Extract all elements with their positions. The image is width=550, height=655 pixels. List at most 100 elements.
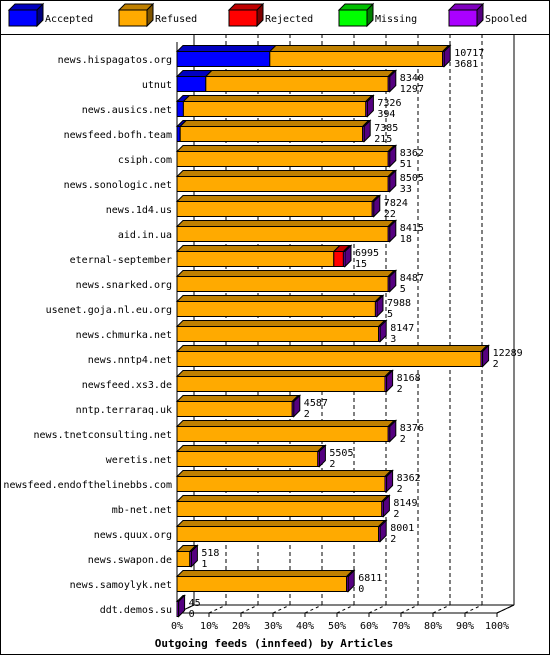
bar-side: [482, 344, 490, 368]
offered-value-label: 6995: [355, 248, 379, 259]
bar-segment-top: [175, 45, 278, 52]
bar-segment-top: [175, 170, 396, 177]
category-label: ddt.demos.su: [100, 605, 172, 616]
offered-value-label: 8149: [393, 498, 417, 509]
accepted-value-label: 18: [400, 234, 412, 245]
legend-swatch: [8, 9, 38, 27]
floor-tick-line: [336, 604, 355, 614]
bar-segment-top: [175, 495, 390, 502]
legend-label: Rejected: [265, 14, 313, 25]
x-tick-label: 80%: [424, 621, 442, 632]
bar-side: [379, 519, 387, 543]
bar-segment: [176, 76, 207, 92]
bar-side: [389, 219, 397, 243]
bar-segment: [176, 251, 335, 267]
bar-side: [318, 444, 326, 468]
accepted-value-label: 0: [189, 609, 195, 620]
offered-value-label: 7988: [387, 298, 411, 309]
bar-segment: [176, 501, 383, 517]
x-tick-label: 60%: [360, 621, 378, 632]
bar-side: [389, 144, 397, 168]
offered-value-label: 6811: [358, 573, 382, 584]
bar-side: [389, 69, 397, 93]
offered-value-label: 7824: [384, 198, 408, 209]
bar-side: [293, 394, 301, 418]
x-axis-title: Outgoing feeds (innfeed) by Articles: [155, 637, 393, 650]
legend-label: Spooled: [485, 14, 527, 25]
accepted-value-label: 22: [384, 209, 396, 220]
bar-segment-top: [204, 70, 396, 77]
accepted-value-label: 33: [400, 184, 412, 195]
legend-label: Missing: [375, 14, 417, 25]
bar-segment: [176, 476, 386, 492]
x-tick-label: 70%: [392, 621, 410, 632]
bar-segment: [205, 76, 389, 92]
bar-side: [190, 544, 198, 568]
category-label: news.nntp4.net: [88, 355, 172, 366]
bar-side: [443, 44, 451, 68]
legend-swatch: [228, 9, 258, 27]
accepted-value-label: 2: [397, 484, 403, 495]
accepted-value-label: 3: [390, 334, 396, 345]
offered-value-label: 8147: [390, 323, 414, 334]
x-tick-label: 90%: [456, 621, 474, 632]
x-tick-label: 10%: [200, 621, 218, 632]
bar-segment: [179, 126, 364, 142]
offered-value-label: 8415: [400, 223, 424, 234]
bar-segment: [176, 351, 482, 367]
floor-tick-line: [304, 604, 323, 614]
offered-value-label: 8362: [400, 148, 424, 159]
x-tick-label: 30%: [264, 621, 282, 632]
accepted-value-label: 51: [400, 159, 412, 170]
offered-value-label: 4587: [304, 398, 328, 409]
bar-segment: [176, 276, 389, 292]
floor-tick-line: [272, 604, 291, 614]
bar-side: [347, 569, 355, 593]
bar-side: [344, 244, 352, 268]
offered-value-label: 8376: [400, 423, 424, 434]
x-tick-label: 0%: [171, 621, 183, 632]
chart-bars: [175, 44, 490, 618]
category-label: csiph.com: [118, 155, 172, 166]
bar-side: [366, 94, 374, 118]
bar-segment-top: [268, 45, 450, 52]
bar-segment: [176, 151, 389, 167]
bar-side: [389, 269, 397, 293]
category-label: news.ausics.net: [82, 105, 172, 116]
bar-side: [389, 169, 397, 193]
bar-side: [373, 194, 381, 218]
legend-label: Refused: [155, 14, 197, 25]
bar-segment: [269, 51, 444, 67]
accepted-value-label: 394: [377, 109, 395, 120]
bar-segment: [176, 51, 271, 67]
category-label: news.swapon.de: [88, 555, 172, 566]
bar-segment-top: [175, 520, 386, 527]
category-label: weretis.net: [106, 455, 172, 466]
accepted-value-label: 1: [201, 559, 207, 570]
legend-swatch: [118, 9, 148, 27]
bar-segment-top: [175, 195, 380, 202]
bar-segment-top: [175, 470, 393, 477]
accepted-value-label: 2: [329, 459, 335, 470]
accepted-value-label: 2: [493, 359, 499, 370]
bar-segment-top: [175, 370, 393, 377]
offered-value-label: 518: [201, 548, 219, 559]
offered-value-label: 5505: [329, 448, 353, 459]
accepted-value-label: 3681: [454, 59, 478, 70]
category-label: news.chmurka.net: [76, 330, 172, 341]
bar-segment-top: [175, 420, 396, 427]
category-label: aid.in.ua: [118, 230, 172, 241]
bar-segment: [176, 101, 184, 117]
bar-segment-top: [175, 270, 396, 277]
bar-segment: [182, 101, 367, 117]
accepted-value-label: 2: [390, 534, 396, 545]
category-label: mb-net.net: [112, 505, 172, 516]
bar-segment-top: [175, 345, 489, 352]
offered-value-label: 10717: [454, 48, 484, 59]
accepted-value-label: 5: [387, 309, 393, 320]
floor-tick-line: [464, 604, 483, 614]
bar-side: [178, 594, 186, 618]
floor-tick-line: [400, 604, 419, 614]
legend-swatch: [338, 9, 368, 27]
